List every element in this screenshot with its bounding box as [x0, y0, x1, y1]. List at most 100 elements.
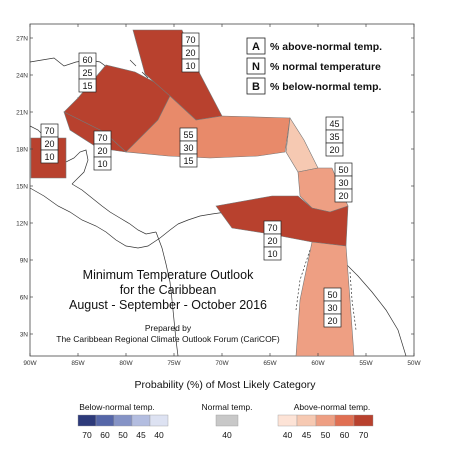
prob-stack-greater-antilles-north: 60 25 15 [78, 52, 97, 93]
latitude-ticks: 27N 24N 21N 18N 15 N 12N 9N 6N 3N [16, 36, 414, 339]
prob-cell [325, 142, 344, 157]
longitude-ticks: 90W 85W 80W 75W 70W 65W 60W 55W 50W [23, 24, 422, 367]
legend-text: % above-normal temp. [270, 41, 382, 53]
colorbar-normal: 40 [215, 414, 239, 440]
title-line-2: for the Caribbean [120, 283, 217, 297]
colorbar-above-label: Above-normal temp. [294, 402, 371, 412]
prob-value: 10 [185, 61, 195, 71]
lon-tick-label: 85W [71, 360, 85, 367]
prob-value: 15 [183, 156, 193, 166]
prob-cell [181, 58, 200, 73]
legend-text: % below-normal temp. [270, 81, 382, 93]
colorbar-swatch [277, 414, 298, 427]
colorbar-tick-label: 70 [82, 430, 92, 440]
prob-stack-hispaniola-puerto-rico: 55 30 15 [179, 127, 198, 168]
prob-cell [323, 313, 342, 328]
region-southern-caribbean [215, 195, 349, 247]
map-title: Minimum Temperature Outlook for the Cari… [69, 268, 267, 312]
prob-value: 20 [338, 191, 348, 201]
colorbar-above: 40 45 50 60 70 [277, 414, 374, 440]
prob-value: 70 [97, 133, 107, 143]
lat-tick-label: 3N [20, 332, 29, 339]
prob-value: 15 [82, 81, 92, 91]
prob-stack-western-caribbean: 70 20 10 [93, 130, 112, 171]
prob-value: 50 [327, 290, 337, 300]
prob-value: 70 [267, 223, 277, 233]
colorbar-tick-label: 50 [321, 430, 331, 440]
lat-tick-label: 27N [16, 36, 28, 43]
colorbar-tick-label: 45 [302, 430, 312, 440]
prob-value: 25 [82, 68, 92, 78]
prob-value: 20 [44, 139, 54, 149]
coast-bahamas [129, 59, 173, 97]
prob-value: 55 [183, 130, 193, 140]
category-legend: A % above-normal temp. N % normal temperatu… [246, 37, 382, 95]
coast-central-america-pacific [71, 183, 157, 235]
lat-tick-label: 9N [20, 258, 29, 265]
colorbar-swatch [95, 414, 115, 427]
map-credit: Prepared by The Caribbean Regional Clima… [56, 323, 280, 344]
lat-tick-label: 18N [16, 147, 28, 154]
lat-tick-label: 12N [16, 221, 28, 228]
prob-value: 10 [97, 159, 107, 169]
legend-key: N [252, 61, 260, 73]
prob-stack-windward-islands: 50 30 20 [334, 162, 353, 203]
prob-cell [263, 246, 282, 261]
prob-value: 50 [338, 165, 348, 175]
prob-value: 20 [185, 48, 195, 58]
prob-cell [78, 78, 97, 93]
colorbar-tick-label: 50 [118, 430, 128, 440]
title-line-1: Minimum Temperature Outlook [83, 268, 254, 282]
lat-tick-label: 24N [16, 73, 28, 80]
prob-value: 20 [329, 145, 339, 155]
prob-value: 20 [267, 236, 277, 246]
prob-value: 30 [183, 143, 193, 153]
legend-key-box [246, 57, 266, 75]
colorbar-swatch [113, 414, 133, 427]
colorbar-swatch [353, 414, 374, 427]
prob-stack-guianas: 50 30 20 [323, 287, 342, 328]
prob-cell [179, 153, 198, 168]
lon-tick-label: 65W [263, 360, 277, 367]
credit-line-1: Prepared by [145, 323, 192, 333]
lon-tick-label: 90W [23, 360, 37, 367]
prob-value: 45 [329, 119, 339, 129]
lat-tick-label: 21N [16, 110, 28, 117]
colorbar-tick-label: 40 [154, 430, 164, 440]
prob-value: 60 [82, 55, 92, 65]
colorbar-below-label: Below-normal temp. [79, 402, 155, 412]
lon-tick-label: 60W [311, 360, 325, 367]
coast-colombia-pacific [155, 231, 179, 357]
lat-tick-label: 6N [20, 295, 29, 302]
lon-tick-label: 70W [215, 360, 229, 367]
prob-value: 20 [97, 146, 107, 156]
credit-line-2: The Caribbean Regional Climate Outlook F… [56, 334, 280, 344]
prob-stack-central-america-west: 70 20 10 [40, 123, 59, 164]
prob-cell [40, 149, 59, 164]
colorbar-normal-label: Normal temp. [201, 402, 252, 412]
colorbar-tick-label: 40 [222, 430, 232, 440]
prob-stack-leeward-islands: 45 35 20 [325, 116, 344, 157]
prob-value: 10 [44, 152, 54, 162]
colorbar-tick-label: 60 [100, 430, 110, 440]
colorbar-swatch [315, 414, 336, 427]
prob-value: 30 [338, 178, 348, 188]
lon-tick-label: 75W [167, 360, 181, 367]
colorbar-swatch [149, 414, 169, 427]
prob-cell [334, 188, 353, 203]
prob-value: 30 [327, 303, 337, 313]
colorbar-tick-label: 45 [136, 430, 146, 440]
colorbar-swatch [296, 414, 317, 427]
coast-central-america [29, 187, 179, 249]
legend-key-box [246, 37, 266, 55]
colorbar-swatch [131, 414, 151, 427]
prob-value: 70 [44, 126, 54, 136]
colorbar-tick-label: 70 [359, 430, 369, 440]
colorbar-swatch [77, 414, 97, 427]
prob-value: 70 [185, 35, 195, 45]
prob-stack-bahamas: 70 20 10 [181, 32, 200, 73]
title-line-3: August - September - October 2016 [69, 298, 267, 312]
colorbar-below: 70 60 50 45 40 [77, 414, 169, 440]
prob-value: 10 [267, 249, 277, 259]
